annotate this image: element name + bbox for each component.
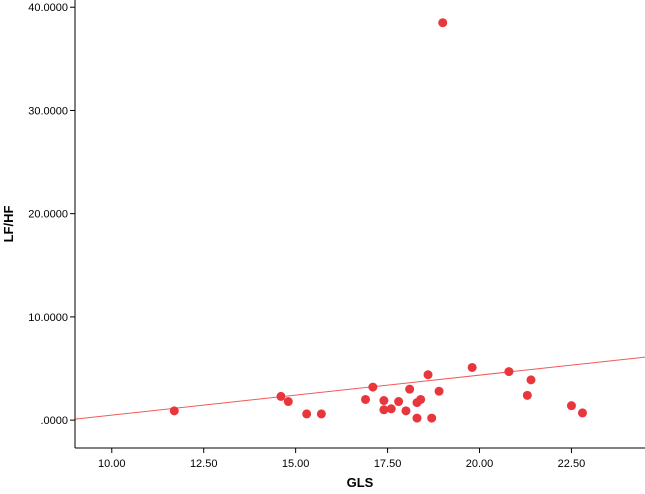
x-tick-label: 15.00 <box>282 458 310 470</box>
y-axis-title: LF/HF <box>1 206 16 243</box>
y-tick-label: 10.0000 <box>28 312 68 324</box>
data-point <box>423 370 433 380</box>
data-point <box>504 367 514 377</box>
data-point <box>276 391 286 401</box>
data-point <box>361 394 371 404</box>
y-tick-label: .0000 <box>40 415 68 427</box>
data-point <box>412 413 422 423</box>
x-tick-label: 20.00 <box>466 458 494 470</box>
data-point <box>368 382 378 392</box>
data-point <box>467 362 477 372</box>
x-tick-label: 17.50 <box>374 458 402 470</box>
data-point <box>379 396 389 406</box>
data-point <box>566 401 576 411</box>
data-point <box>386 404 396 414</box>
x-tick-label: 22.50 <box>558 458 586 470</box>
data-point <box>316 409 326 419</box>
data-point <box>169 406 179 416</box>
data-point <box>434 386 444 396</box>
data-point <box>522 390 532 400</box>
data-point <box>526 375 536 385</box>
data-point <box>394 397 404 407</box>
x-tick-label: 12.50 <box>190 458 218 470</box>
x-tick-label: 10.00 <box>98 458 126 470</box>
fit-line <box>74 356 645 420</box>
data-point <box>577 408 587 418</box>
plot-area <box>75 0 645 448</box>
y-tick-label: 20.0000 <box>28 209 68 221</box>
data-point <box>302 409 312 419</box>
data-point <box>416 394 426 404</box>
data-point <box>427 413 437 423</box>
data-point <box>283 397 293 407</box>
x-axis-title: GLS <box>347 475 374 490</box>
data-point <box>379 405 389 415</box>
data-point <box>405 384 415 394</box>
data-point <box>401 406 411 416</box>
y-tick-label: 30.0000 <box>28 105 68 117</box>
y-tick-label: 40.0000 <box>28 2 68 14</box>
data-point <box>438 18 448 28</box>
